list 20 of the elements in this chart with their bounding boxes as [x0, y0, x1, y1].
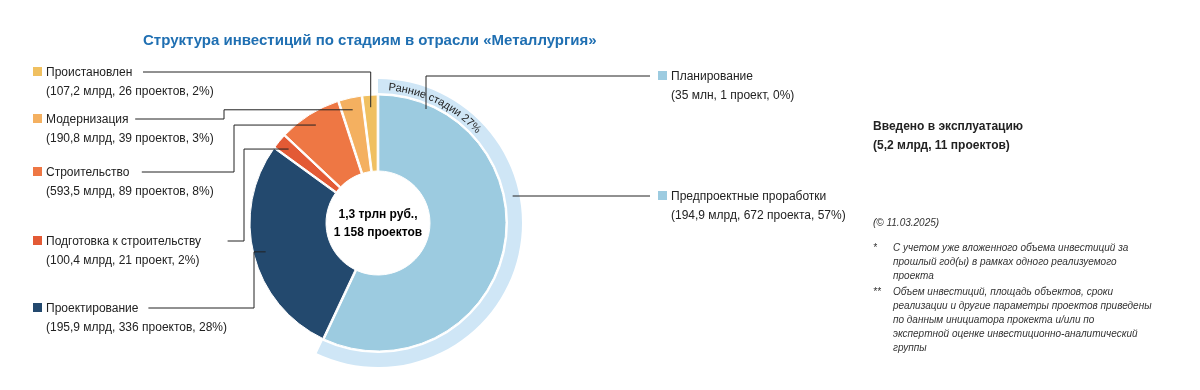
legend-label: Проистановлен — [46, 65, 133, 79]
text: ** Объем инвестиций, площадь объектов, сроки реализации и другие параметры проектов приведены по данным инициатора прокекта и/или по экспертной оценке инвестиционно-аналитический группы — [873, 286, 1152, 353]
text: Введено в эксплуатацию (5,2 млрд, 11 проектов) — [873, 119, 1024, 152]
legend-label: Планирование — [671, 69, 754, 83]
legend-label: Проектирование — [46, 301, 139, 315]
data-label: (194,9 млрд, 672 проекта, 57%) — [671, 208, 846, 222]
text: (© 11.03.2025) — [873, 217, 940, 228]
data-label: (107,2 млрд, 26 проектов, 2%) — [46, 84, 214, 98]
text: (35 млн, 1 проект, 0%) — [671, 88, 795, 102]
legend-label: Подготовка к строительству — [46, 234, 202, 248]
chart-title: Структура инвестиций по стадиям в отрасли «Металлургия» — [143, 31, 597, 48]
legend-label: Модернизация — [46, 112, 129, 126]
data-label: (593,5 млрд, 89 проектов, 8%) — [46, 184, 214, 198]
data-label: (195,9 млрд, 336 проектов, 28%) — [46, 320, 228, 334]
text: 1,3 трлн руб., 1 158 проектов — [333, 207, 423, 239]
text: * С учетом уже вложенного объема инвестиций за прошлый год(ы) в рамках одного реализуемого проекта — [873, 242, 1129, 281]
legend-label: Предпроектные проработки — [671, 189, 827, 203]
data-label: (190,8 млрд, 39 проектов, 3%) — [46, 131, 214, 145]
data-label: (100,4 млрд, 21 проект, 2%) — [46, 253, 200, 267]
legend-label: Строительство — [46, 165, 130, 179]
